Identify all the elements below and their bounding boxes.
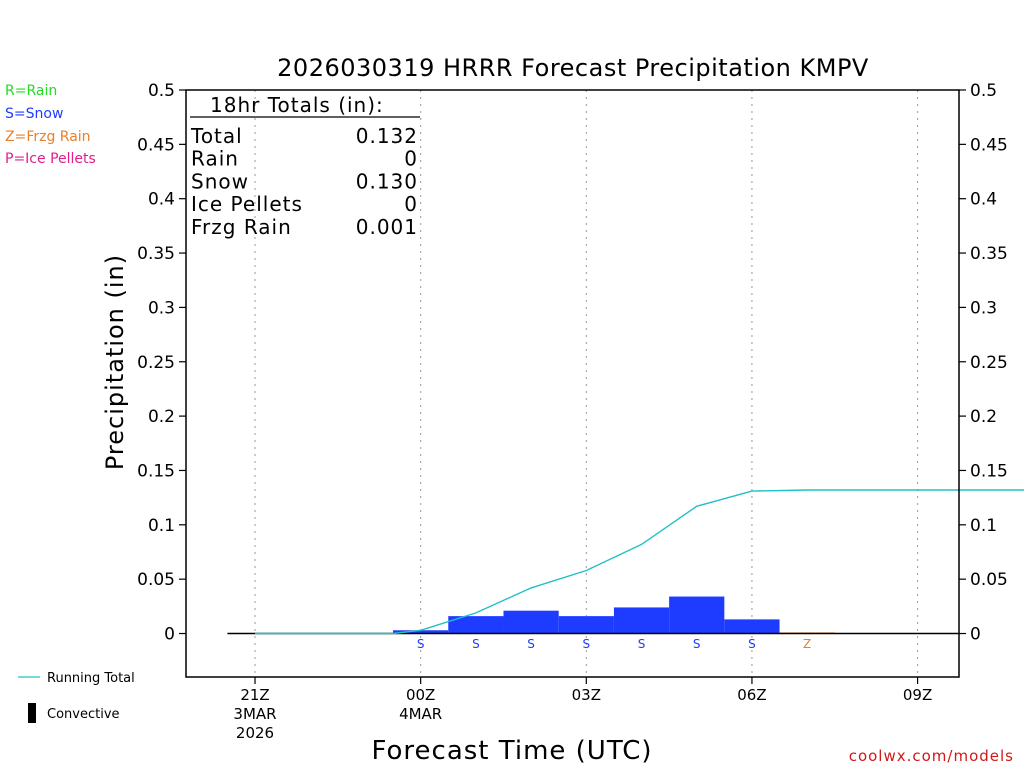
legend-snow: S=Snow xyxy=(5,106,63,122)
y-tick-label-right: 0.05 xyxy=(970,570,1008,590)
totals-header: 18hr Totals (in): xyxy=(210,93,384,117)
y-tick-label-right: 0.35 xyxy=(970,244,1008,264)
x-tick-label: 3MAR xyxy=(233,705,276,723)
legend-ice-pellets: P=Ice Pellets xyxy=(5,151,96,167)
y-tick-label-left: 0.1 xyxy=(148,516,175,536)
x-tick-label: 06Z xyxy=(737,686,766,704)
y-tick-label-left: 0.5 xyxy=(148,81,175,101)
y-tick-label-right: 0 xyxy=(970,625,981,645)
precip-bar xyxy=(448,616,504,634)
totals-box: 18hr Totals (in): Total 0.132 Rain 0 Snow 0.1… xyxy=(190,93,420,239)
running-total-layer xyxy=(255,489,1024,635)
y-tick-label-left: 0.45 xyxy=(137,135,175,155)
ptype-marker: S xyxy=(638,637,646,651)
x-tick-label: 09Z xyxy=(903,686,932,704)
chart-title: 2026030319 HRRR Forecast Precipitation K… xyxy=(277,54,869,82)
totals-row-label: Ice Pellets xyxy=(191,192,303,216)
totals-row-value: 0.001 xyxy=(356,215,418,239)
y-tick-label-left: 0.25 xyxy=(137,353,175,373)
y-tick-label-right: 0.25 xyxy=(970,353,1008,373)
y-axis-label: Precipitation (in) xyxy=(101,254,129,470)
legend-convective-swatch xyxy=(28,703,36,723)
legend-rain: R=Rain xyxy=(5,83,57,99)
legend-running-total-label: Running Total xyxy=(47,671,135,686)
x-tick-label: 2026 xyxy=(236,724,274,742)
y-tick-label-right: 0.45 xyxy=(970,135,1008,155)
y-tick-label-right: 0.1 xyxy=(970,516,997,536)
legend-convective-label: Convective xyxy=(47,707,120,722)
ptype-marker: S xyxy=(748,637,756,651)
totals-row-label: Total xyxy=(190,124,243,148)
precip-bar xyxy=(503,610,559,634)
totals-row-label: Frzg Rain xyxy=(191,215,292,239)
y-tick-label-right: 0.4 xyxy=(970,190,997,210)
ptype-marker: Z xyxy=(803,637,811,651)
ptype-marker: S xyxy=(582,637,590,651)
totals-row-label: Snow xyxy=(191,169,249,193)
x-tick-label: 00Z xyxy=(406,686,435,704)
x-tick-label: 03Z xyxy=(572,686,601,704)
y-tick-label-right: 0.15 xyxy=(970,461,1008,481)
plot-frame xyxy=(185,89,960,678)
y-tick-label-left: 0.15 xyxy=(137,461,175,481)
y-tick-label-left: 0.4 xyxy=(148,190,175,210)
totals-rows: Total 0.132 Rain 0 Snow 0.130 Ice Pellets 0 Frzg… xyxy=(190,124,418,239)
y-tick-label-left: 0.2 xyxy=(148,407,175,427)
site-credit: coolwx.com/models xyxy=(849,747,1014,765)
precip-bar xyxy=(558,616,614,634)
totals-row-label: Rain xyxy=(191,147,239,171)
x-tick-label: 4MAR xyxy=(399,705,442,723)
axis-layer: 0 0 0.05 0.05 0.1 0.1 0.15 0.15 0.2 0.2 0.25 0.25 0.… xyxy=(137,81,1008,742)
ptype-marker: S xyxy=(693,637,701,651)
x-axis-label: Forecast Time (UTC) xyxy=(371,736,652,766)
y-tick-label-right: 0.2 xyxy=(970,407,997,427)
ptype-marker: S xyxy=(527,637,535,651)
running-total-line xyxy=(255,489,1024,635)
bar-layer xyxy=(393,596,835,634)
y-tick-label-right: 0.3 xyxy=(970,298,997,318)
totals-row-value: 0 xyxy=(404,192,418,216)
precip-bar xyxy=(724,619,780,634)
precip-bar xyxy=(669,596,725,634)
y-tick-label-left: 0 xyxy=(164,625,175,645)
totals-row-value: 0.132 xyxy=(356,124,418,148)
precip-bar xyxy=(393,630,449,634)
ptype-marker: S xyxy=(417,637,425,651)
y-tick-label-left: 0.35 xyxy=(137,244,175,264)
x-tick-label: 21Z xyxy=(240,686,269,704)
precip-bar xyxy=(613,607,670,634)
y-tick-label-left: 0.05 xyxy=(137,570,175,590)
ptype-marker: S xyxy=(472,637,480,651)
y-tick-label-left: 0.3 xyxy=(148,298,175,318)
totals-row-value: 0 xyxy=(404,147,418,171)
totals-row-value: 0.130 xyxy=(356,169,418,193)
legend-frzg-rain: Z=Frzg Rain xyxy=(5,129,91,145)
y-tick-label-right: 0.5 xyxy=(970,81,997,101)
